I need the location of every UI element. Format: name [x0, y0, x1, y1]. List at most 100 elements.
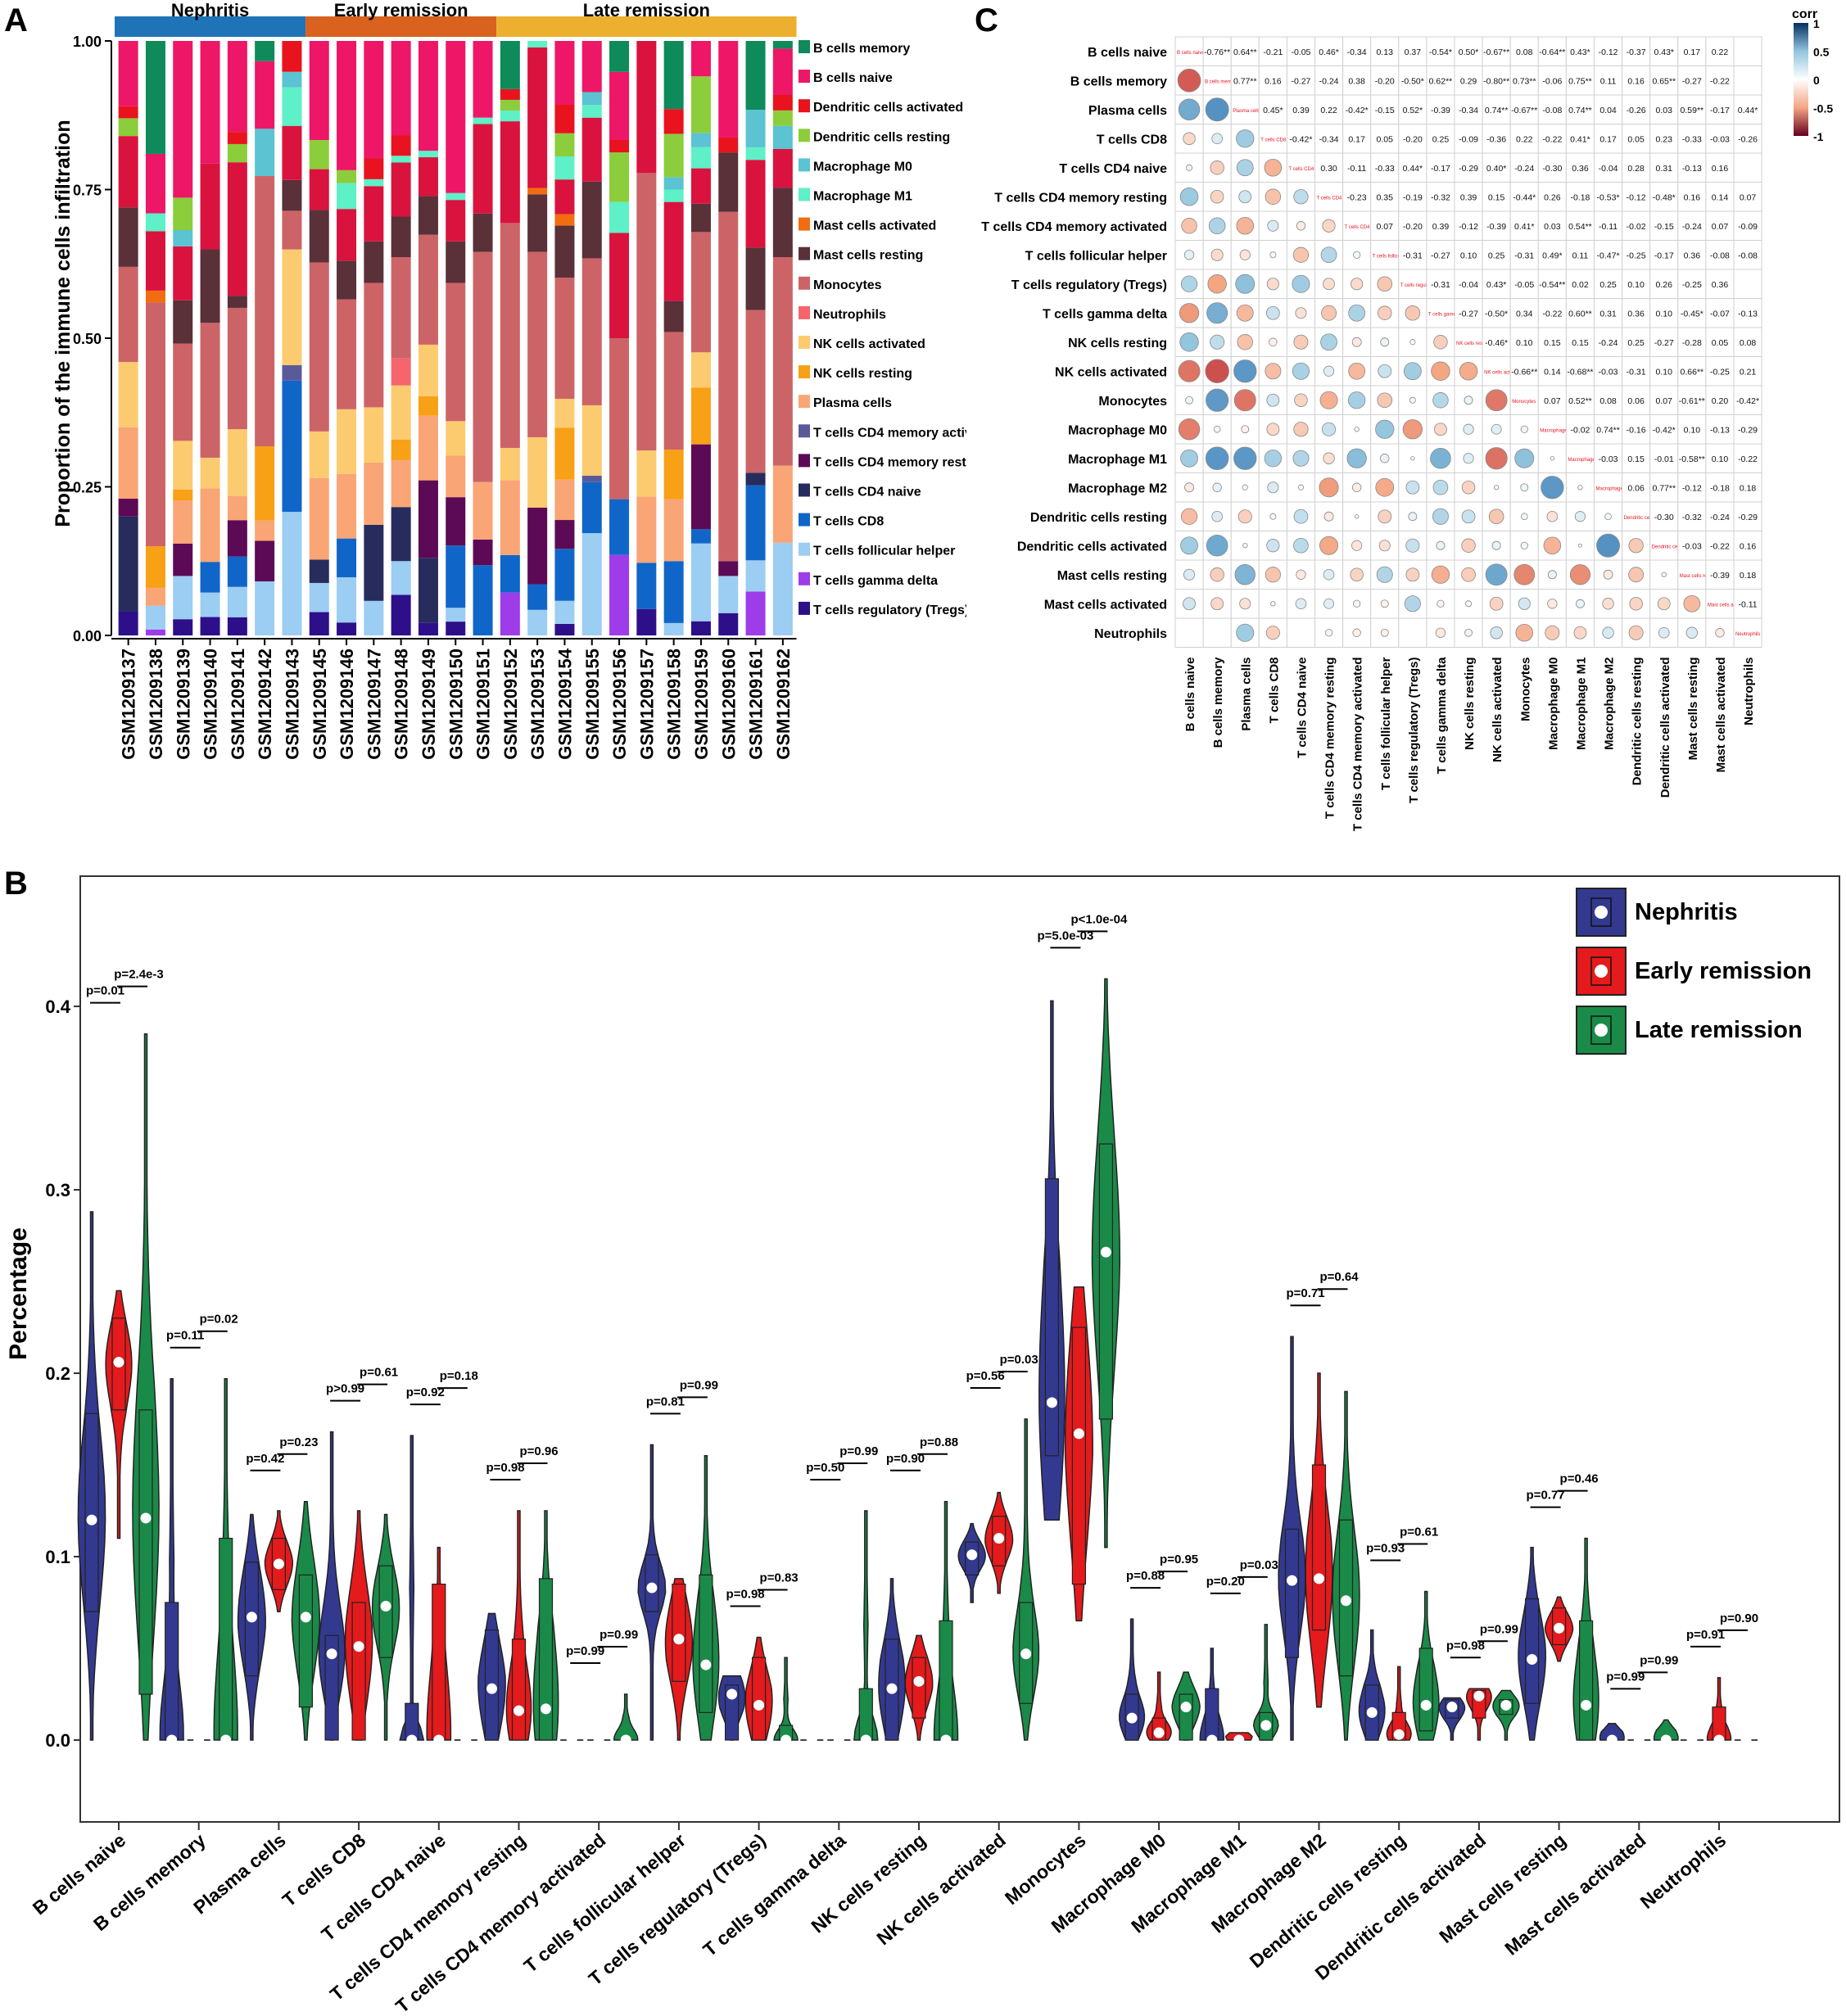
corr-circle: [1235, 273, 1256, 294]
bar-segment-macrophage-m2: [391, 162, 411, 217]
bar-segment-b-cells-naive: [227, 41, 247, 133]
median-point-nephritis: [1366, 1706, 1378, 1718]
corr-value: -0.02: [1570, 425, 1590, 435]
sample-label: GSM1209158: [664, 649, 685, 760]
bar-segment-plasma-cells: [772, 465, 793, 543]
corr-circle: [1210, 160, 1224, 175]
corr-cell: [1705, 531, 1735, 561]
corr-value: 0.08: [1740, 338, 1757, 348]
corr-cell: [1537, 36, 1567, 66]
bar-segment-b-cells-naive: [391, 41, 411, 136]
legend-label-dendritic-cells-activated: Dendritic cells activated: [813, 101, 963, 115]
p-value-early-late: p=0.18: [440, 1369, 478, 1383]
median-point-nephritis: [486, 1683, 497, 1694]
legend-swatch-t-cells-cd8: [799, 513, 810, 527]
sample-label: GSM1209154: [554, 648, 575, 760]
corr-cell: [1733, 414, 1762, 445]
corr-circle: [1596, 533, 1620, 558]
row-label-plasma-cells: Plasma cells: [1088, 104, 1167, 118]
corr-cell: [1537, 385, 1567, 415]
corr-value: -0.20: [1375, 76, 1395, 86]
bar-segment-nk-cells-activated: [282, 249, 302, 365]
corr-value: -0.02: [1627, 222, 1646, 232]
corr-circle: [1353, 251, 1361, 259]
violin-group-t-cells-cd8: [318, 1431, 400, 1741]
corr-circle: [1573, 626, 1587, 640]
bar-segment-nk-cells-activated: [364, 407, 384, 463]
corr-value: -0.04: [1599, 164, 1618, 174]
legend-label-t-cells-cd4-memory-resting: T cells CD4 memory resting: [813, 455, 966, 469]
bar-segment-t-cells-follicular-helper: [364, 600, 384, 635]
corr-circle: [1380, 628, 1389, 637]
median-point-early-remission: [833, 1734, 844, 1746]
corr-value: -0.27: [1291, 76, 1310, 86]
bar-segment-nk-cells-activated: [418, 344, 438, 397]
bar-segment-dendritic-cells-resting: [309, 140, 329, 170]
sample-labels: GSM1209137 GSM1209138 GSM1209139 GSM1209140…: [119, 639, 794, 760]
corr-value: -0.50*: [1485, 309, 1508, 319]
row-label-t-cells-cd8: T cells CD8: [1097, 133, 1167, 147]
panel-b-y-axis: 0.0 0.1 0.2 0.3 0.4: [45, 997, 80, 1751]
p-value-neph-early: p=0.92: [406, 1385, 445, 1399]
legend-label-b-cells-naive: B cells naive: [813, 71, 893, 85]
corr-value: 0.25: [1599, 280, 1617, 290]
bar-segment-t-cells-follicular-helper: [690, 543, 711, 622]
corr-cell: [1705, 182, 1735, 212]
corr-cell: [1342, 210, 1372, 241]
bar-segment-t-cells-follicular-helper: [718, 576, 739, 613]
violin-group-t-cells-gamma-delta: [800, 1510, 879, 1746]
corr-cell: [1622, 240, 1651, 270]
corr-value: 0.07: [1712, 222, 1729, 232]
bar-segment-b-cells-memory: [772, 41, 793, 49]
corr-circle: [1464, 628, 1473, 637]
x-label-nk-cells-activated: NK cells activated: [872, 1829, 1010, 1949]
corr-cell: [1482, 298, 1511, 328]
group-label-nephritis: Nephritis: [171, 0, 249, 20]
box-early-remission: [1311, 1464, 1327, 1631]
bar-segment-mast-cells-resting: [418, 196, 438, 235]
corr-circle: [1210, 567, 1224, 582]
corr-cell: [1426, 298, 1455, 328]
bar-segment-t-cells-gamma-delta: [145, 629, 165, 635]
corr-cell: [1537, 269, 1567, 299]
corr-circle: [1265, 626, 1280, 640]
corr-circle: [1236, 129, 1255, 148]
corr-cell: [1509, 240, 1539, 270]
corr-cell: [1565, 152, 1595, 183]
median-point-early-remission: [913, 1675, 925, 1687]
corr-value: 0.43*: [1486, 280, 1507, 290]
corr-cell: [1342, 152, 1372, 183]
y-tick-label: 0.75: [73, 183, 102, 199]
bar-segment-plasma-cells: [309, 477, 329, 560]
bar-segment-b-cells-memory: [609, 41, 630, 72]
y-tick-label: 1.00: [73, 34, 102, 50]
bar-segment-nk-cells-resting: [391, 439, 411, 460]
corr-circle: [1206, 302, 1228, 324]
panel-a-y-axis-label: Proportion of the immune cells infiltrat…: [52, 120, 75, 527]
corr-cell: [1649, 182, 1679, 212]
corr-circle: [1409, 339, 1416, 346]
corr-cell: [1622, 182, 1651, 212]
corr-cell: [1677, 327, 1707, 357]
corr-circle: [1377, 392, 1393, 409]
corr-circle: [1408, 512, 1418, 522]
col-label-plasma-cells: Plasma cells: [1239, 658, 1253, 731]
bar-segment-macrophage-m2: [609, 233, 630, 338]
corr-circle: [1435, 627, 1446, 638]
corr-cell: [1594, 124, 1623, 154]
col-label-t-cells-cd8: T cells CD8: [1267, 658, 1281, 724]
corr-circle: [1324, 629, 1333, 637]
legend-swatch-dendritic-cells-resting: [799, 129, 810, 142]
bar-segment-mast-cells-activated: [554, 214, 575, 226]
corr-circle: [1431, 361, 1450, 381]
corr-circle: [1485, 447, 1508, 470]
corr-circle: [1569, 564, 1591, 585]
bar-segment-mast-cells-resting: [446, 241, 466, 283]
corr-value: 0.15: [1544, 338, 1561, 348]
corr-circle: [1292, 362, 1310, 380]
corr-value: 0.50*: [1459, 47, 1479, 57]
corr-circle: [1603, 569, 1613, 580]
corr-cell: [1733, 36, 1762, 66]
corr-cell: [1594, 472, 1623, 503]
